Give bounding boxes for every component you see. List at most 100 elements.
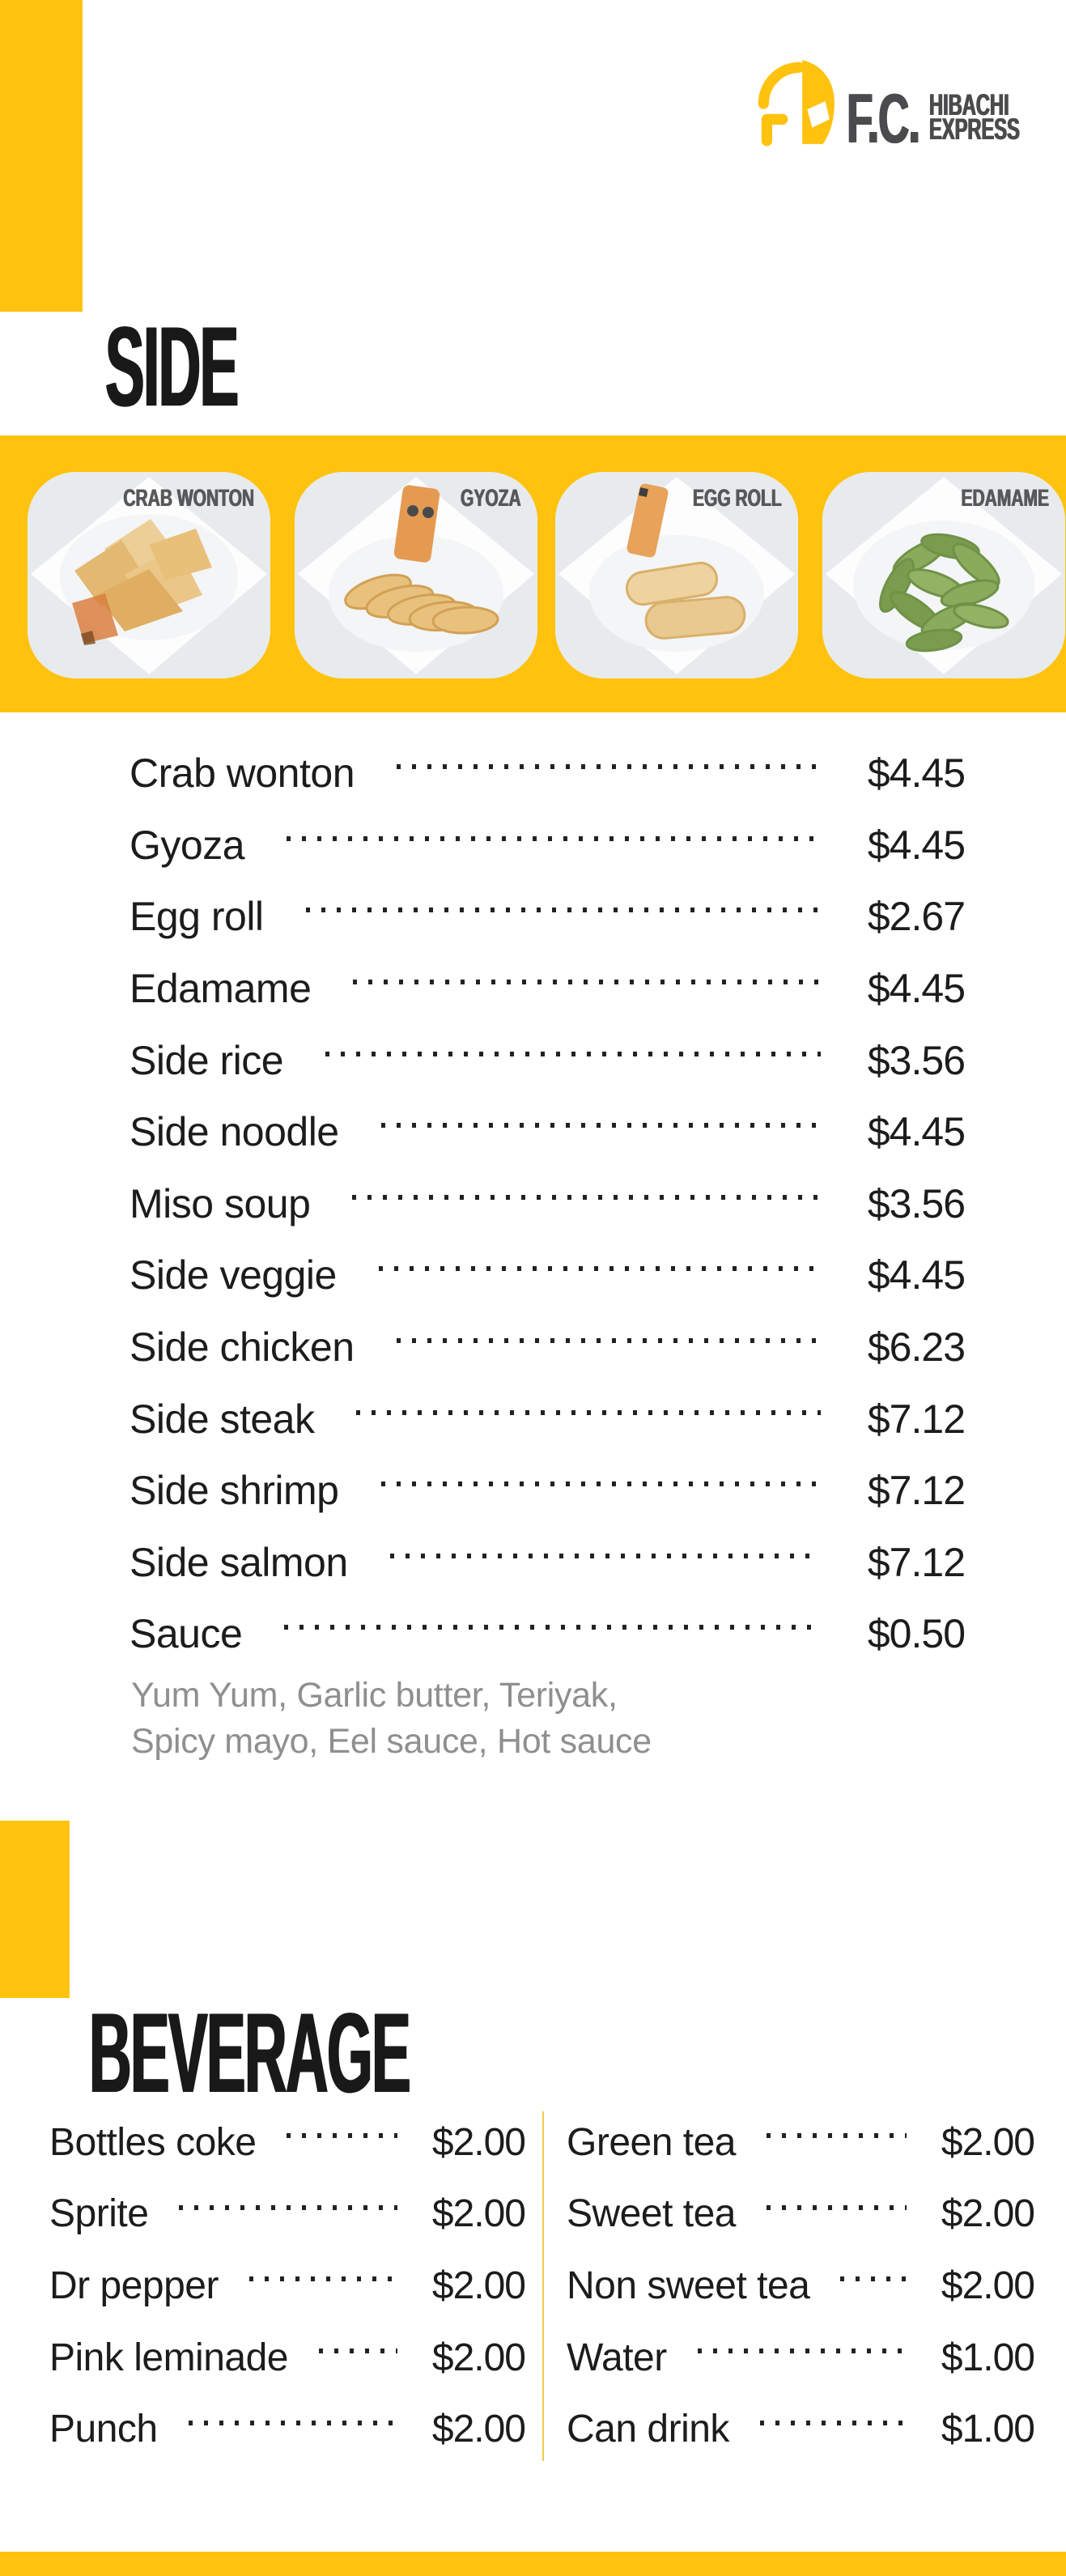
item-name: Side veggie: [130, 1252, 337, 1299]
item-price: $2.00: [431, 2408, 526, 2451]
menu-row: Side steak $7.12: [130, 1383, 966, 1455]
gyoza-photo: GYOZA: [295, 472, 537, 678]
item-price: $2.67: [867, 894, 966, 940]
item-name: Side chicken: [130, 1324, 355, 1371]
side-menu-list: Crab wonton $4.45 Gyoza $4.45 Egg roll $2.6…: [130, 738, 966, 1670]
edamame-photo: EDAMAME: [822, 472, 1065, 678]
item-price: $4.45: [867, 1109, 966, 1155]
item-name: Dr pepper: [49, 2264, 219, 2307]
beverage-row: Can drink $1.00: [567, 2393, 1035, 2465]
dotted-leader: [188, 2420, 397, 2425]
edamame-illustration: [822, 472, 1065, 678]
dotted-leader: [248, 2276, 397, 2282]
dotted-leader: [766, 2133, 907, 2139]
menu-row: Crab wonton $4.45: [130, 738, 966, 810]
item-name: Sprite: [49, 2192, 149, 2236]
item-name: Side salmon: [130, 1539, 348, 1585]
beverage-list: Bottles coke $2.00 Sprite $2.00 Dr pepper $…: [49, 2106, 1035, 2465]
item-price: $4.45: [867, 822, 966, 868]
item-price: $7.12: [867, 1396, 966, 1442]
photo-label: EDAMAME: [961, 485, 1050, 512]
beverage-row: Water $1.00: [567, 2322, 1035, 2394]
egg-roll-illustration: [555, 472, 798, 678]
dotted-leader: [397, 764, 821, 770]
item-price: $6.23: [867, 1324, 966, 1371]
dotted-leader: [325, 1051, 821, 1056]
brand-word-bottom: EXPRESS: [929, 113, 1020, 146]
dotted-leader: [305, 908, 821, 913]
dotted-leader: [380, 1123, 821, 1129]
beverage-row: Bottles coke $2.00: [49, 2106, 526, 2179]
item-name: Edamame: [130, 966, 312, 1012]
menu-row: Miso soup $3.56: [130, 1168, 966, 1240]
photo-label: EGG ROLL: [693, 485, 782, 512]
item-name: Egg roll: [130, 894, 264, 940]
menu-row: Side noodle $4.45: [130, 1096, 966, 1168]
menu-row: Egg roll $2.67: [130, 881, 966, 953]
item-name: Sweet tea: [567, 2192, 736, 2236]
gyoza-illustration: [295, 472, 537, 678]
item-price: $2.00: [431, 2336, 526, 2379]
beverage-column-left: Bottles coke $2.00 Sprite $2.00 Dr pepper $…: [49, 2106, 526, 2465]
photo-label: CRAB WONTON: [123, 485, 254, 512]
beverage-row: Sweet tea $2.00: [567, 2179, 1035, 2251]
beverage-column-right: Green tea $2.00 Sweet tea $2.00 Non sweet …: [567, 2106, 1035, 2465]
item-price: $2.00: [941, 2264, 1035, 2307]
item-price: $1.00: [941, 2336, 1035, 2379]
top-accent-bar: [0, 0, 83, 312]
dotted-leader: [287, 2133, 397, 2139]
side-section-title: SIDE: [105, 302, 239, 430]
dotted-leader: [389, 1553, 821, 1558]
dotted-leader: [319, 2349, 397, 2354]
menu-row: Side shrimp $7.12: [130, 1455, 966, 1527]
menu-row: Side rice $3.56: [130, 1024, 966, 1096]
item-name: Punch: [49, 2408, 158, 2451]
egg-roll-photo: EGG ROLL: [555, 472, 798, 678]
item-name: Side steak: [130, 1396, 315, 1442]
dotted-leader: [766, 2204, 907, 2210]
item-price: $7.12: [867, 1468, 966, 1514]
dotted-leader: [179, 2204, 397, 2210]
item-price: $3.56: [867, 1037, 966, 1083]
menu-row: Side veggie $4.45: [130, 1239, 966, 1311]
footer-accent-bar: [0, 2552, 1066, 2576]
item-name: Side shrimp: [130, 1468, 339, 1514]
brand-logo: F.C. HIBACHI EXPRESS: [753, 53, 1028, 158]
dotted-leader: [697, 2349, 907, 2354]
beverage-accent-bar: [0, 1821, 70, 1998]
beverage-row: Sprite $2.00: [49, 2179, 526, 2251]
beverage-section-title: BEVERAGE: [89, 1988, 411, 2116]
sauce-note-line1: Yum Yum, Garlic butter, Teriyak,: [131, 1676, 618, 1715]
sauce-options-note: Yum Yum, Garlic butter, Teriyak, Spicy m…: [131, 1673, 652, 1765]
menu-row: Side chicken $6.23: [130, 1311, 966, 1384]
item-name: Non sweet tea: [567, 2264, 810, 2307]
dotted-leader: [380, 1481, 821, 1487]
brand-word-top: HIBACHI: [929, 88, 1009, 121]
dotted-leader: [396, 1338, 821, 1344]
dotted-leader: [759, 2420, 907, 2425]
dotted-leader: [284, 1625, 821, 1630]
photo-label: GYOZA: [461, 485, 521, 512]
menu-row: Gyoza $4.45: [130, 810, 966, 882]
crab-wonton-photo: CRAB WONTON: [28, 472, 270, 678]
brand-initials: F.C.: [847, 80, 920, 158]
item-price: $2.00: [941, 2120, 1035, 2164]
item-name: Bottles coke: [49, 2120, 257, 2164]
item-price: $2.00: [431, 2192, 526, 2236]
dotted-leader: [353, 980, 821, 985]
item-price: $2.00: [431, 2120, 526, 2164]
dotted-leader: [356, 1409, 821, 1415]
item-name: Can drink: [567, 2408, 729, 2451]
item-name: Miso soup: [130, 1180, 311, 1226]
beverage-row: Dr pepper $2.00: [49, 2250, 526, 2322]
item-name: Gyoza: [130, 822, 245, 868]
menu-row: Edamame $4.45: [130, 953, 966, 1025]
item-name: Side rice: [130, 1037, 284, 1083]
dotted-leader: [378, 1266, 821, 1272]
brand-name: HIBACHI EXPRESS: [929, 88, 1020, 146]
item-price: $1.00: [941, 2408, 1035, 2451]
beverage-row: Green tea $2.00: [567, 2106, 1035, 2179]
crab-wonton-illustration: [28, 472, 270, 678]
item-name: Pink leminade: [49, 2336, 289, 2379]
